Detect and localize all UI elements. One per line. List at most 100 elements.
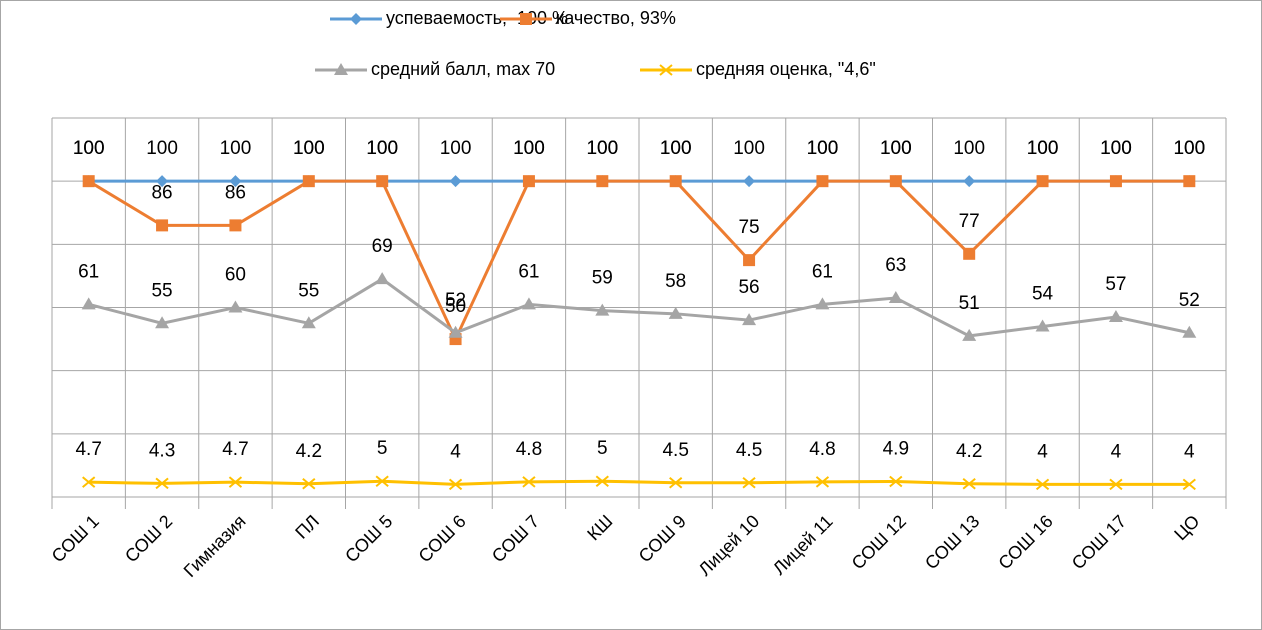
marker xyxy=(229,219,242,232)
marker xyxy=(815,297,830,310)
marker xyxy=(522,476,536,488)
data-label: 57 xyxy=(1105,274,1126,295)
marker xyxy=(1036,175,1049,188)
marker xyxy=(156,175,169,188)
data-label: 50 xyxy=(445,296,466,317)
data-label: 4.7 xyxy=(222,439,248,460)
marker xyxy=(595,475,609,487)
data-label: 100 xyxy=(586,138,618,159)
data-label: 100 xyxy=(366,138,398,159)
marker xyxy=(449,175,462,188)
data-label: 60 xyxy=(225,265,246,286)
marker xyxy=(815,476,830,488)
data-label: 100 xyxy=(513,138,545,159)
data-label: 4 xyxy=(450,441,461,462)
marker xyxy=(82,476,96,488)
marker xyxy=(595,303,610,316)
data-label: 100 xyxy=(293,138,325,159)
marker xyxy=(1035,319,1050,332)
marker xyxy=(376,175,389,188)
data-label: 4.5 xyxy=(662,440,688,461)
data-label: 5 xyxy=(377,438,388,459)
data-label: 4.7 xyxy=(75,439,101,460)
legend-label: средний балл, max 70 xyxy=(371,59,555,79)
series-line xyxy=(88,277,1190,338)
data-label: 100 xyxy=(807,138,839,159)
data-label: 100 xyxy=(586,138,618,159)
data-label: 100 xyxy=(807,138,839,159)
data-label: 75 xyxy=(738,217,759,238)
data-label: 100 xyxy=(1173,138,1205,159)
marker xyxy=(1109,478,1123,491)
marker xyxy=(155,477,169,490)
marker xyxy=(155,316,170,329)
marker xyxy=(963,247,976,260)
data-label: 100 xyxy=(880,138,912,159)
data-label: 56 xyxy=(738,277,759,298)
marker xyxy=(522,175,535,188)
data-label: 4.2 xyxy=(956,441,982,462)
data-label: 4.8 xyxy=(809,439,835,460)
marker xyxy=(81,297,96,310)
marker xyxy=(229,175,242,188)
data-label: 100 xyxy=(146,138,178,159)
data-label: 4.2 xyxy=(296,441,322,462)
marker xyxy=(302,175,315,188)
marker xyxy=(375,272,390,285)
marker xyxy=(1182,325,1197,338)
data-label: 100 xyxy=(660,138,692,159)
data-label: 52 xyxy=(1179,290,1200,311)
data-label: 100 xyxy=(1027,138,1059,159)
data-label: 100 xyxy=(660,138,692,159)
marker xyxy=(743,175,756,188)
marker xyxy=(743,254,756,267)
marker xyxy=(669,477,683,489)
marker xyxy=(889,475,903,488)
data-label: 52 xyxy=(445,290,466,311)
data-label: 55 xyxy=(298,280,319,301)
legend-marker xyxy=(350,13,362,25)
legend-marker xyxy=(659,64,673,76)
marker xyxy=(228,300,243,313)
data-label: 4.9 xyxy=(883,439,909,460)
marker xyxy=(82,175,95,188)
data-label: 5 xyxy=(597,438,608,459)
data-label: 86 xyxy=(225,182,246,203)
marker xyxy=(375,475,389,487)
marker xyxy=(669,175,682,188)
marker xyxy=(448,478,463,491)
series-line xyxy=(87,179,1190,343)
marker xyxy=(742,477,756,489)
data-label: 4.5 xyxy=(736,440,762,461)
series-line xyxy=(88,479,1190,486)
data-label: 4 xyxy=(1037,441,1048,462)
data-label: 4 xyxy=(1184,441,1195,462)
data-label: 100 xyxy=(1027,138,1059,159)
marker xyxy=(889,175,902,188)
marker xyxy=(228,476,243,488)
data-label: 58 xyxy=(665,271,686,292)
marker xyxy=(1109,175,1122,188)
data-label: 59 xyxy=(592,268,613,289)
data-label: 61 xyxy=(518,261,539,282)
marker xyxy=(596,175,609,188)
marker xyxy=(962,477,976,490)
marker xyxy=(301,316,316,329)
legend-marker xyxy=(334,63,348,75)
data-label: 100 xyxy=(440,138,472,159)
marker xyxy=(156,219,169,232)
data-label: 63 xyxy=(885,255,906,276)
data-label: 4.8 xyxy=(516,439,542,460)
data-label: 86 xyxy=(151,182,172,203)
marker xyxy=(302,477,316,490)
data-label: 51 xyxy=(959,293,980,314)
data-label: 55 xyxy=(151,280,172,301)
data-label: 100 xyxy=(880,138,912,159)
data-label: 100 xyxy=(953,138,985,159)
marker xyxy=(668,306,683,319)
data-label: 69 xyxy=(372,236,393,257)
marker xyxy=(1182,478,1196,491)
marker xyxy=(448,325,463,338)
